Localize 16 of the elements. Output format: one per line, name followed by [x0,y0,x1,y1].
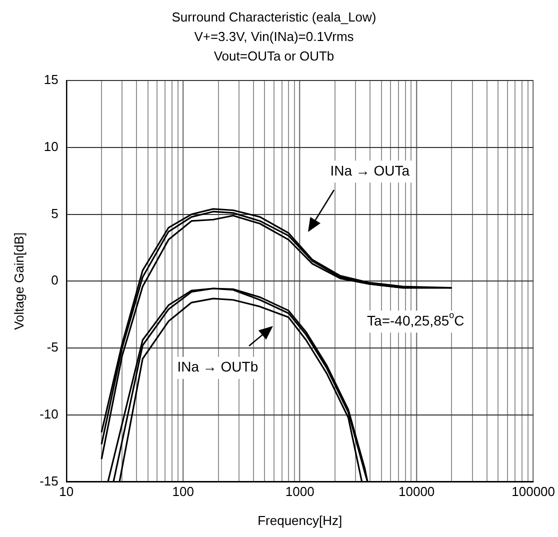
annotation: INa → OUTb [177,358,258,375]
chart-title: Surround Characteristic (eala_Low) V+=3.3V, Vin(INa)=0.1Vrms Vout=OUTa or OUTb [172,9,376,64]
y-tick-label: -15 [40,473,58,488]
annotation: INa → OUTa [330,162,410,178]
x-tick-label: 1000 [285,484,314,500]
x-axis-title: Frequency[Hz] [258,512,342,528]
x-tick-label: 100000 [512,484,556,500]
y-tick-label: 15 [44,72,58,88]
y-tick-label: 0 [51,272,58,288]
y-tick-label: -5 [46,340,58,355]
y-tick-label: 10 [44,138,58,154]
y-axis-title: Voltage Gain[dB] [11,232,26,330]
x-tick-label: 10000 [398,484,435,500]
x-tick-label: 100 [172,484,194,500]
y-tick-label: -10 [40,406,58,422]
y-tick-label: 5 [51,206,58,221]
